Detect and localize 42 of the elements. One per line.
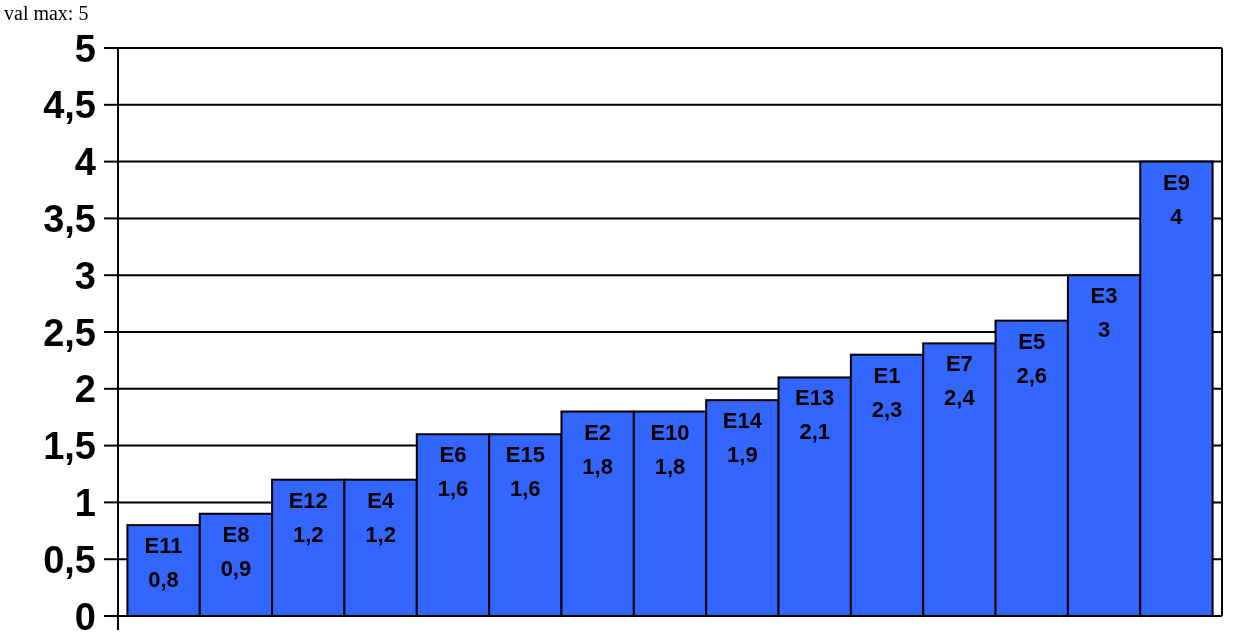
data-label: 1,6 [437, 476, 469, 502]
y-tick-label: 1,5 [43, 425, 96, 468]
x-tick-label: E8 [222, 521, 250, 547]
x-tick-label: E11 [144, 533, 183, 559]
data-label: 2,4 [944, 385, 976, 411]
data-label: 0,9 [220, 555, 252, 581]
x-tick-label: E1 [873, 362, 901, 388]
y-tick-label: 3 [74, 254, 96, 297]
y-tick-label: 3,5 [43, 198, 96, 241]
x-tick-label: E7 [945, 351, 973, 377]
x-tick-label: E9 [1162, 169, 1190, 195]
x-tick-label: E10 [650, 419, 690, 445]
x-tick-label: E15 [505, 442, 545, 468]
text: val max: 5 [4, 2, 89, 24]
x-tick-label: E6 [439, 442, 467, 468]
x-tick-label: E4 [367, 487, 395, 513]
y-tick-label: 2,5 [43, 311, 96, 354]
x-tick-label: E5 [1018, 328, 1046, 354]
data-label: 1,6 [510, 476, 541, 502]
data-label: 2,1 [799, 419, 830, 445]
y-tick-label: 1 [74, 482, 96, 525]
y-tick-label: 0 [74, 595, 96, 636]
y-tick-label: 4 [74, 141, 96, 184]
data-label: 1,9 [727, 442, 758, 468]
x-tick-label: E14 [722, 408, 763, 434]
y-tick-label: 4,5 [43, 84, 96, 127]
data-label: 1,2 [365, 521, 396, 547]
x-tick-label: E2 [584, 419, 612, 445]
y-tick-label: 5 [74, 27, 96, 70]
data-label: 3 [1097, 317, 1111, 343]
data-label: 2,3 [871, 396, 903, 422]
y-tick-label: 0,5 [43, 538, 96, 581]
x-tick-label: E12 [288, 487, 328, 513]
x-tick-label: E3 [1090, 283, 1118, 309]
data-label: 1,8 [582, 453, 613, 479]
y-tick-label: 2 [74, 368, 96, 411]
data-label: 0,8 [148, 567, 179, 593]
data-label: 1,2 [292, 521, 324, 547]
data-label: 2,6 [1016, 362, 1048, 388]
x-tick-label: E13 [795, 385, 835, 411]
data-label: 1,8 [654, 453, 686, 479]
data-label: 4 [1170, 203, 1184, 229]
